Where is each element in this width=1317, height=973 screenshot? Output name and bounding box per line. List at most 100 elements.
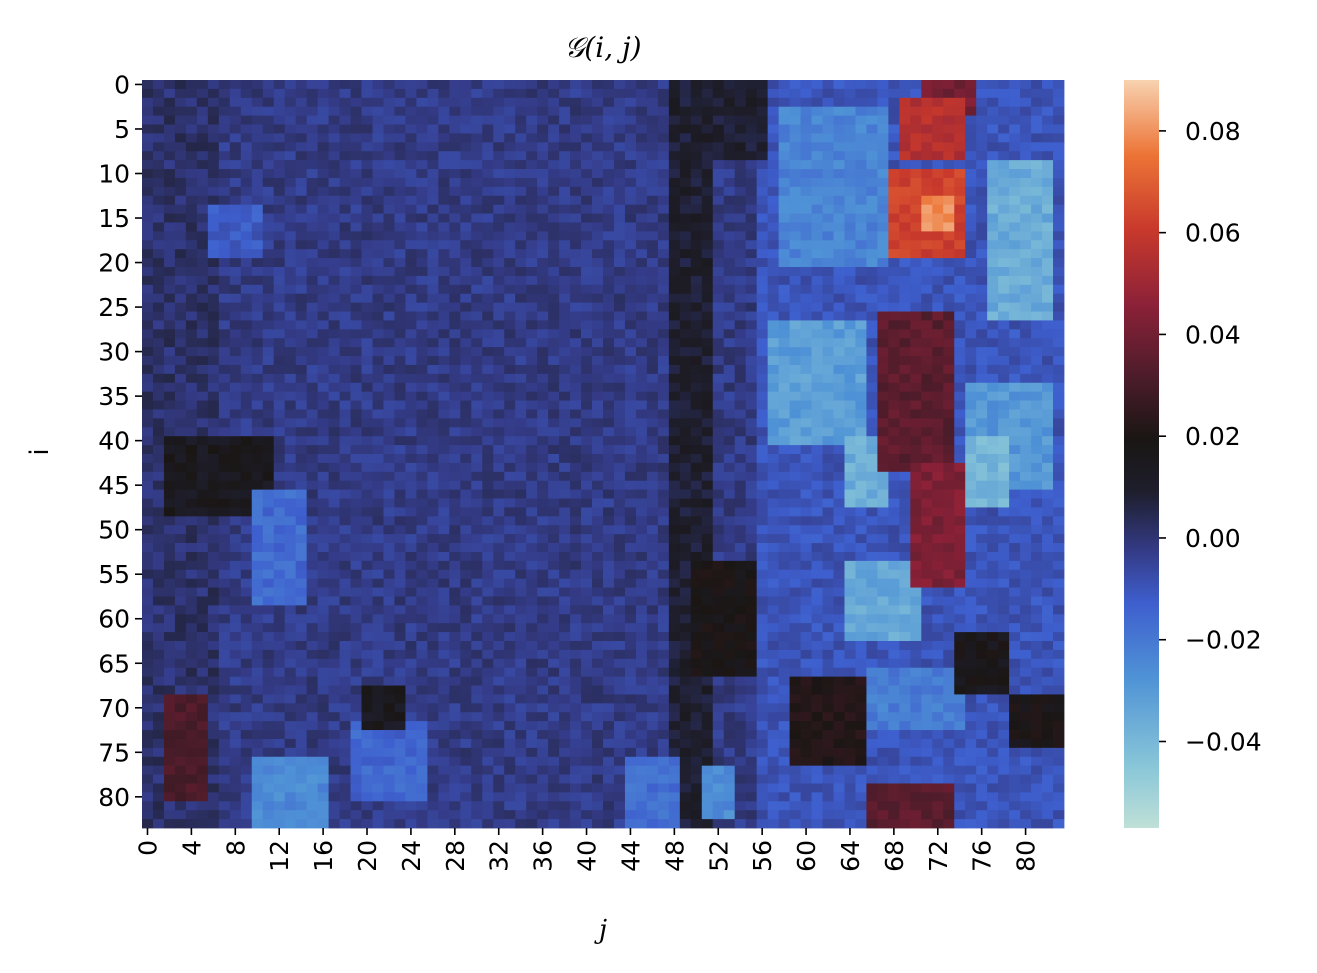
heatmap-cell [328, 106, 340, 117]
heatmap-cell [954, 382, 966, 393]
heatmap-cell [471, 338, 483, 348]
heatmap-cell [954, 454, 966, 464]
heatmap-cell [317, 133, 329, 143]
heatmap-cell [394, 507, 406, 517]
heatmap-cell [635, 543, 648, 553]
heatmap-cell [800, 587, 812, 597]
heatmap-cell [987, 551, 999, 562]
heatmap-cell [372, 409, 384, 419]
heatmap-cell [185, 569, 198, 580]
heatmap-cell [416, 275, 428, 286]
heatmap-cell [218, 88, 231, 99]
heatmap-cell [449, 356, 461, 366]
heatmap-cell [185, 151, 198, 161]
heatmap-cell [921, 525, 933, 535]
heatmap-cell [471, 267, 483, 277]
heatmap-cell [789, 382, 801, 393]
heatmap-cell [1053, 133, 1065, 143]
heatmap-cell [712, 177, 725, 188]
heatmap-cell [603, 177, 615, 188]
heatmap-cell [712, 498, 725, 508]
heatmap-cell [174, 231, 187, 241]
heatmap-cell [1042, 445, 1054, 455]
heatmap-cell [142, 222, 154, 232]
heatmap-cell [866, 436, 878, 446]
heatmap-cell [976, 373, 988, 384]
heatmap-cell [493, 142, 505, 152]
heatmap-cell [515, 106, 527, 117]
heatmap-cell [778, 445, 790, 455]
heatmap-cell [383, 267, 395, 277]
heatmap-cell [592, 151, 604, 161]
heatmap-cell [174, 347, 187, 357]
heatmap-cell [998, 311, 1010, 321]
heatmap-cell [262, 284, 275, 295]
heatmap-cell [592, 462, 604, 473]
heatmap-cell [416, 186, 428, 197]
heatmap-cell [559, 213, 571, 223]
heatmap-cell [328, 80, 340, 90]
heatmap-cell [745, 275, 758, 286]
heatmap-cell [592, 480, 604, 491]
heatmap-cell [504, 338, 516, 348]
heatmap-cell [965, 88, 977, 99]
heatmap-cell [240, 204, 253, 214]
heatmap-cell [449, 543, 461, 553]
heatmap-cell [142, 311, 154, 321]
heatmap-cell [581, 338, 593, 348]
heatmap-cell [229, 560, 242, 571]
heatmap-cell [504, 293, 516, 304]
heatmap-cell [427, 88, 439, 99]
heatmap-cell [548, 231, 560, 241]
heatmap-cell [756, 133, 769, 143]
heatmap-cell [218, 551, 231, 562]
heatmap-cell [438, 177, 450, 188]
heatmap-cell [427, 115, 439, 125]
heatmap-cell [723, 293, 736, 304]
heatmap-cell [613, 364, 626, 375]
heatmap-cell [515, 133, 527, 143]
heatmap-cell [679, 578, 692, 588]
heatmap-cell [229, 231, 242, 241]
heatmap-cell [306, 364, 319, 375]
heatmap-cell [394, 427, 406, 437]
heatmap-cell [394, 106, 406, 117]
heatmap-cell [240, 97, 253, 108]
heatmap-cell [405, 373, 417, 384]
heatmap-cell [416, 115, 428, 125]
heatmap-cell [1031, 195, 1043, 206]
heatmap-cell [613, 578, 626, 588]
heatmap-cell [613, 293, 626, 304]
heatmap-cell [581, 222, 593, 232]
heatmap-cell [273, 302, 286, 312]
heatmap-cell [449, 462, 461, 473]
heatmap-cell [965, 347, 977, 357]
heatmap-cell [427, 231, 439, 241]
heatmap-cell [471, 284, 483, 295]
heatmap-cell [482, 347, 494, 357]
heatmap-cell [954, 97, 966, 108]
heatmap-cell [559, 543, 571, 553]
heatmap-cell [723, 80, 736, 90]
heatmap-cell [372, 142, 384, 152]
heatmap-cell [679, 454, 692, 464]
heatmap-cell [152, 373, 165, 384]
heatmap-cell [965, 142, 977, 152]
heatmap-cell [954, 267, 966, 277]
heatmap-cell [811, 427, 823, 437]
heatmap-cell [504, 587, 516, 597]
heatmap-cell [482, 151, 494, 161]
heatmap-cell [240, 445, 253, 455]
heatmap-cell [295, 436, 308, 446]
heatmap-cell [921, 569, 933, 580]
heatmap-cell [471, 391, 483, 401]
heatmap-cell [745, 596, 758, 606]
heatmap-cell [317, 445, 329, 455]
heatmap-cell [482, 525, 494, 535]
heatmap-cell [624, 240, 637, 250]
heatmap-cell [690, 418, 703, 428]
heatmap-cell [559, 80, 571, 90]
heatmap-cell [339, 347, 351, 357]
heatmap-cell [734, 195, 747, 206]
heatmap-cell [701, 258, 714, 268]
